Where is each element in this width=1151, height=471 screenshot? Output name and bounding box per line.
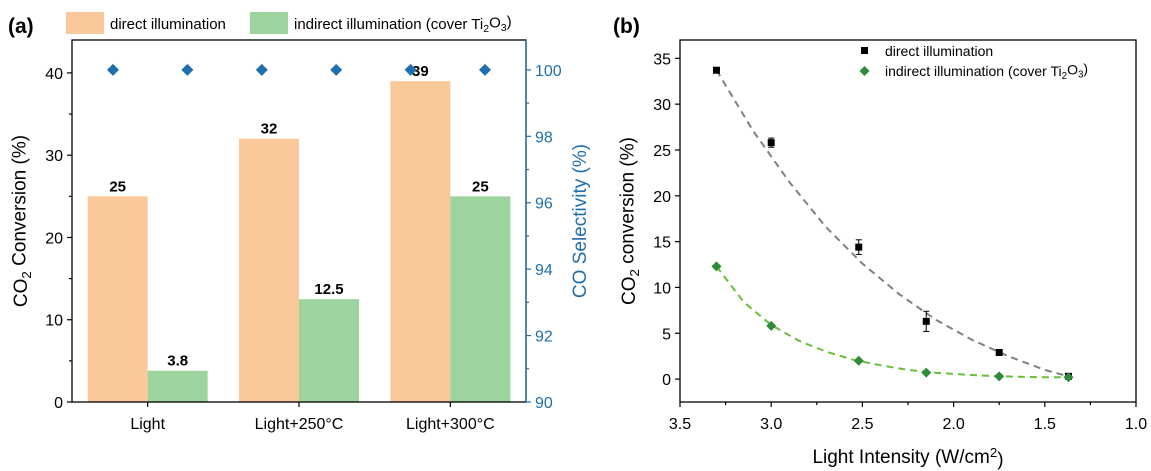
x-tick-label: 3.0	[760, 416, 782, 433]
legend-marker-direct	[861, 47, 868, 54]
y2-tick-label: 96	[535, 196, 553, 213]
panel-a-y-axis-label: CO2 Conversion (%)	[9, 135, 34, 307]
data-point-indirect	[921, 367, 932, 378]
y-tick-label: 10	[45, 313, 63, 330]
bar-value-label: 25	[472, 178, 489, 195]
y-tick-label: 25	[653, 143, 671, 160]
panel-a-selectivity-markers	[107, 63, 491, 76]
selectivity-point	[107, 63, 119, 76]
y-tick-label: 10	[653, 280, 671, 297]
y2-tick-label: 90	[535, 395, 553, 412]
panel-a-right-axis: 90 92 94 96 98 100	[525, 40, 562, 412]
data-point-indirect	[853, 355, 864, 366]
y-tick-label: 5	[662, 326, 671, 343]
bar-direct-0	[87, 196, 148, 402]
y-tick-label: 30	[45, 148, 63, 165]
panel-b-y-axis: 0 5 10 15 20 25 30 35	[653, 51, 680, 389]
y-tick-label: 0	[54, 395, 63, 412]
x-category-label: Light	[130, 416, 165, 433]
y2-tick-label: 100	[535, 63, 562, 80]
panel-b-x-axis: 3.5 3.0 2.5 2.0 1.5 1.0	[669, 402, 1147, 433]
bar-direct-1	[239, 138, 299, 402]
bar-value-label: 25	[109, 178, 126, 195]
x-tick-label: 1.0	[1125, 416, 1147, 433]
data-point-indirect	[994, 371, 1005, 382]
data-point-direct	[855, 243, 863, 251]
y-tick-label: 35	[653, 51, 671, 68]
y-tick-label: 15	[653, 235, 671, 252]
y-tick-label: 30	[653, 97, 671, 114]
bar-indirect-2	[450, 196, 511, 402]
bar-value-label: 3.8	[167, 353, 188, 370]
panel-a-right-axis-label: CO Selectivity (%)	[570, 144, 591, 298]
legend-swatch-indirect	[250, 12, 288, 34]
data-point-indirect	[766, 320, 777, 331]
selectivity-point	[404, 63, 417, 76]
panel-b-data-points	[711, 66, 1074, 383]
panel-a-left-axis: 0 10 20 30 40	[45, 66, 72, 412]
legend-swatch-direct	[66, 12, 104, 34]
legend-label-direct: direct illumination	[885, 43, 993, 59]
legend-marker-indirect	[859, 66, 870, 76]
panel-b-label: (b)	[613, 15, 640, 38]
data-point-direct	[767, 139, 775, 147]
data-point-direct	[995, 349, 1003, 357]
panel-a-x-axis: Light Light+250°C Light+300°C	[130, 402, 495, 433]
bar-value-label: 39	[412, 63, 429, 80]
legend-label-direct: direct illumination	[110, 16, 226, 33]
panel-b-legend: direct illumination indirect illuminatio…	[859, 43, 1088, 82]
data-point-direct	[922, 317, 930, 325]
selectivity-point	[330, 63, 343, 76]
bar-direct-2	[390, 81, 451, 403]
panel-b-plot-frame	[679, 39, 1137, 403]
bar-value-label: 12.5	[314, 281, 343, 298]
data-point-direct	[712, 66, 720, 74]
y-tick-label: 20	[45, 230, 63, 247]
panel-a-bar-value-labels: 25 3.8 32 12.5 39 25	[109, 63, 488, 370]
legend-label-indirect: indirect illumination (cover Ti2O3)	[885, 60, 1088, 81]
bar-value-label: 32	[261, 121, 278, 138]
data-point-indirect	[1063, 372, 1074, 383]
y2-tick-label: 94	[535, 262, 553, 279]
panel-a-label: (a)	[8, 15, 34, 38]
panel-b-y-axis-label: CO2 conversion (%)	[617, 137, 642, 305]
y-tick-label: 20	[653, 189, 671, 206]
x-tick-label: 2.0	[942, 416, 964, 433]
selectivity-point	[479, 63, 491, 76]
selectivity-point	[255, 63, 268, 76]
x-tick-label: 3.5	[669, 416, 691, 433]
y-tick-label: 0	[662, 372, 671, 389]
bar-indirect-0	[147, 370, 208, 402]
y2-tick-label: 98	[535, 129, 553, 146]
panel-b: (b) 0 5 10 15 20 25 30 35 3.5 3.0 2.5 2.0 1.5 1.0 di…	[613, 15, 1147, 471]
panel-a-legend: direct illumination indirect illuminatio…	[66, 12, 512, 35]
panel-b-fit-curves	[715, 69, 1069, 379]
panel-a-bars	[87, 81, 511, 403]
y2-tick-label: 92	[535, 329, 553, 346]
x-tick-label: 2.5	[851, 416, 873, 433]
selectivity-point	[181, 63, 194, 76]
bar-indirect-1	[299, 299, 359, 402]
x-category-label: Light+250°C	[255, 416, 344, 433]
fit-curve-indirect	[715, 265, 1069, 379]
panel-a: (a) direct illumination indirect illumin…	[8, 12, 591, 433]
y-tick-label: 40	[45, 66, 63, 83]
fit-curve-direct	[715, 69, 1069, 378]
legend-label-indirect: indirect illumination (cover Ti2O3)	[294, 13, 512, 35]
x-category-label: Light+300°C	[406, 416, 495, 433]
panel-b-x-axis-label: Light Intensity (W/cm2)	[812, 445, 1003, 471]
data-point-indirect	[711, 261, 722, 272]
x-tick-label: 1.5	[1034, 416, 1056, 433]
